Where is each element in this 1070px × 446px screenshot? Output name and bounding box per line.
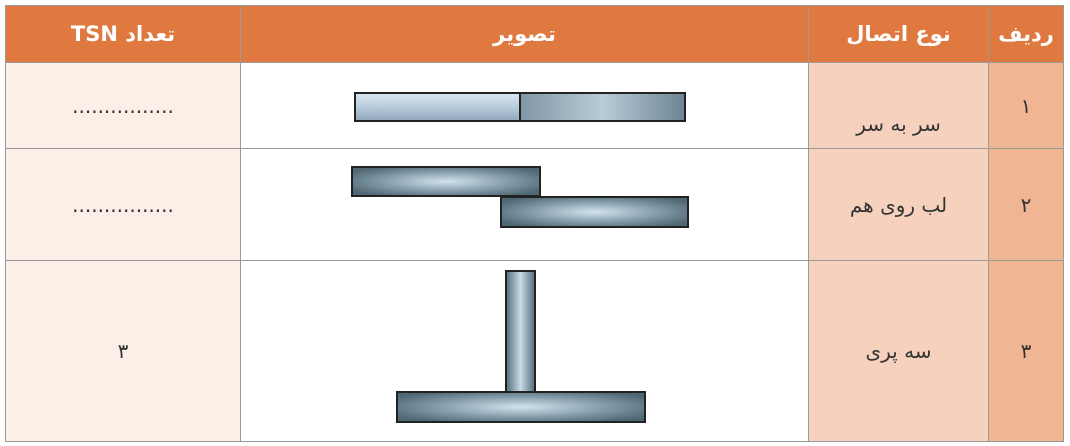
tsn-count: ................ (5, 148, 241, 261)
row-number: ۳ (988, 260, 1064, 442)
butt-joint (354, 92, 686, 122)
tee-joint (396, 270, 646, 423)
header-cell: ردیف (988, 5, 1064, 63)
tsn-count: ................ (5, 62, 241, 149)
joint-type: سه پری (808, 260, 989, 442)
joint-type: لب روی هم (808, 148, 989, 261)
header-cell: تعداد TSN (5, 5, 241, 63)
lap-joint (351, 166, 689, 228)
header-cell: تصویر (240, 5, 809, 63)
tsn-count: ۳ (5, 260, 241, 442)
